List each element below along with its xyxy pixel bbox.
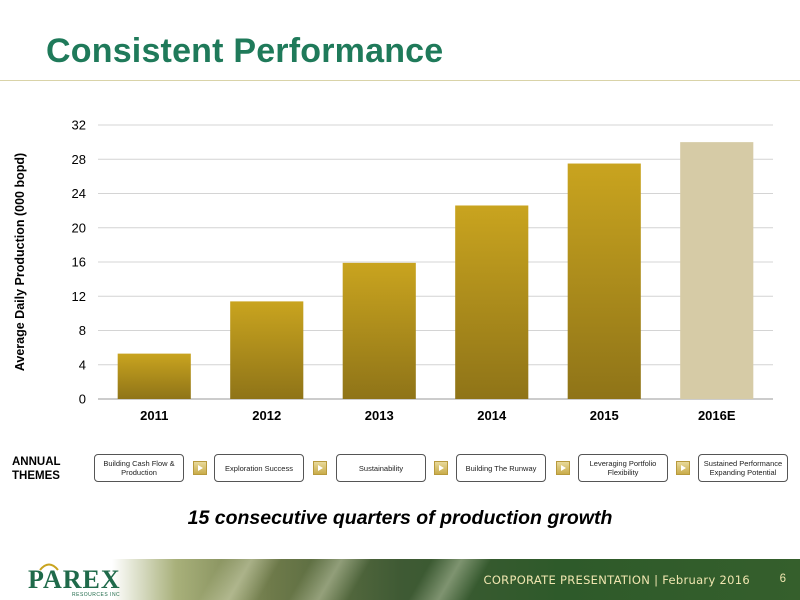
page-number: 6 [779,573,786,585]
theme-arrow-icon [313,461,327,475]
chart-bars [117,142,754,399]
y-tick-label: 0 [79,392,86,407]
theme-arrow-icon [434,461,448,475]
footer-decoration [288,559,372,600]
bar-2015 [567,163,641,399]
theme-arrow-icon [676,461,690,475]
theme-box-6: Sustained Performance Expanding Potentia… [698,454,788,482]
footer-band: PAREX RESOURCES INC CORPORATE PRESENTATI… [0,559,800,600]
annual-themes-label: ANNUAL THEMES [12,456,61,482]
y-tick-label: 28 [72,152,86,167]
x-axis-ticks: 2011 2012 2013 2014 2015 2016E [140,408,736,423]
x-tick-label: 2016E [698,408,736,423]
logo-subtext: RESOURCES INC [72,592,121,598]
parex-logo: PAREX RESOURCES INC [14,563,124,598]
y-tick-label: 4 [79,357,86,372]
y-axis-label: Average Daily Production (000 bopd) [13,153,27,371]
y-tick-label: 16 [72,255,86,270]
bar-2013 [342,262,416,399]
y-tick-label: 24 [72,186,86,201]
x-tick-label: 2015 [590,408,619,423]
logo-mark-icon [39,563,59,571]
y-tick-label: 20 [72,220,86,235]
x-tick-label: 2013 [365,408,394,423]
production-bar-chart: 0 4 8 12 16 20 24 28 32 2011 2012 2013 2014 2015 2016… [13,118,773,423]
logo-wordmark: PAREX [28,565,121,594]
footer-decoration [408,559,492,600]
bar-2014 [455,205,529,399]
chart-gridlines [98,124,773,400]
theme-box-2: Exploration Success [214,454,304,482]
y-axis-ticks: 0 4 8 12 16 20 24 28 32 [72,118,86,407]
theme-box-5: Leveraging Portfolio Flexibility [578,454,668,482]
y-tick-label: 12 [72,289,86,304]
y-tick-label: 32 [72,118,86,133]
y-tick-label: 8 [79,323,86,338]
bar-2016e [680,142,754,399]
page-title: Consistent Performance [46,32,444,70]
theme-box-1: Building Cash Flow & Production [94,454,184,482]
x-tick-label: 2014 [477,408,507,423]
x-tick-label: 2012 [252,408,281,423]
theme-box-3: Sustainability [336,454,426,482]
footer-decoration [198,559,282,600]
bar-2012 [230,301,304,399]
theme-arrow-icon [556,461,570,475]
footer-presentation-label: CORPORATE PRESENTATION | February 2016 [483,573,750,587]
theme-box-4: Building The Runway [456,454,546,482]
x-tick-label: 2011 [140,408,168,423]
theme-arrow-icon [193,461,207,475]
tagline: 15 consecutive quarters of production gr… [187,507,613,529]
title-divider [0,80,800,81]
bar-2011 [117,353,191,399]
